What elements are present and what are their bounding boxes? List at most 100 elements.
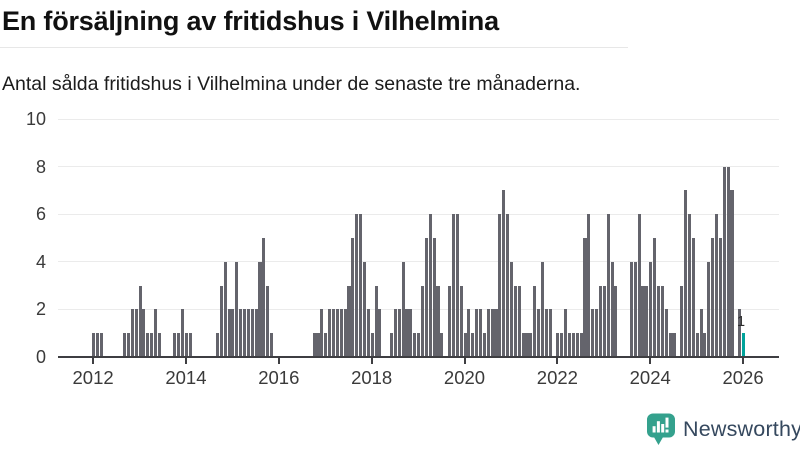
month-bar	[328, 309, 332, 357]
month-bar	[633, 261, 637, 357]
gridline-y-6	[58, 213, 779, 215]
month-bar	[556, 333, 560, 357]
month-bar	[428, 214, 432, 357]
month-bar	[660, 285, 664, 357]
month-bar	[591, 309, 595, 357]
month-bar	[645, 285, 649, 357]
month-bar	[316, 333, 320, 357]
x-axis-label-2016: 2016	[258, 367, 300, 388]
month-bar	[664, 309, 668, 357]
x-tick-2026	[742, 358, 745, 364]
month-bar	[695, 333, 699, 357]
month-bar	[239, 309, 243, 357]
month-bar	[266, 285, 270, 357]
month-bar	[92, 333, 96, 357]
month-bar	[629, 261, 633, 357]
month-bar	[355, 214, 359, 357]
month-bar	[463, 333, 467, 357]
month-bar	[215, 333, 219, 357]
month-bar	[506, 214, 510, 357]
month-bar	[173, 333, 177, 357]
month-bar	[606, 214, 610, 357]
newsworthy-logo[interactable]: Newsworthy	[646, 413, 800, 446]
gridline-y-8	[58, 166, 779, 168]
month-bar	[668, 333, 672, 357]
month-bar	[432, 238, 436, 357]
x-tick-2016	[277, 358, 280, 364]
month-bar	[684, 190, 688, 357]
month-bar	[250, 309, 254, 357]
month-bar	[598, 285, 602, 357]
month-bar	[490, 309, 494, 357]
month-bar	[726, 166, 730, 357]
mini-bar-2	[656, 421, 660, 433]
y-axis-label-6: 6	[35, 204, 46, 225]
month-bar	[134, 309, 138, 357]
month-bar	[390, 333, 394, 357]
month-bar	[362, 261, 366, 357]
month-bar	[560, 333, 564, 357]
month-bar	[378, 309, 382, 357]
month-bar	[471, 333, 475, 357]
month-bar	[339, 309, 343, 357]
month-bar	[571, 333, 575, 357]
month-bar	[711, 238, 715, 357]
month-bar	[440, 333, 444, 357]
x-axis-label-2014: 2014	[165, 367, 207, 388]
month-bar	[448, 285, 452, 357]
month-bar	[123, 333, 127, 357]
x-axis-label-2018: 2018	[351, 367, 393, 388]
month-bar	[529, 333, 533, 357]
chart-subtitle: Antal sålda fritidshus i Vilhelmina unde…	[2, 73, 581, 95]
mini-bar-1	[652, 426, 656, 433]
month-bar	[537, 309, 541, 357]
month-bar	[587, 214, 591, 357]
month-bar	[718, 238, 722, 357]
month-bar	[219, 285, 223, 357]
month-bar	[401, 261, 405, 357]
month-bar	[691, 238, 695, 357]
month-bar	[722, 166, 726, 357]
month-bar	[513, 285, 517, 357]
month-bar	[405, 309, 409, 357]
month-bar	[564, 309, 568, 357]
month-bar	[246, 309, 250, 357]
month-bar	[498, 214, 502, 357]
month-bar	[730, 190, 734, 357]
month-bar	[366, 309, 370, 357]
month-bar	[595, 309, 599, 357]
month-bar	[374, 285, 378, 357]
month-bar	[653, 238, 657, 357]
latest-value-label: 1	[737, 314, 746, 331]
x-tick-2014	[184, 358, 187, 364]
y-axis-label-4: 4	[35, 251, 46, 272]
x-axis-line	[58, 356, 779, 358]
month-bar	[138, 285, 142, 357]
month-bar	[413, 333, 417, 357]
x-axis-label-2020: 2020	[443, 367, 486, 388]
month-bar	[359, 214, 363, 357]
month-bar	[656, 285, 661, 357]
month-bar	[231, 309, 235, 357]
month-bar	[335, 309, 339, 357]
month-bar	[153, 309, 158, 357]
x-tick-2024	[649, 358, 652, 364]
month-bar	[475, 309, 479, 357]
gridline-y-4	[58, 261, 779, 263]
month-bar	[567, 333, 572, 357]
month-bar	[142, 309, 146, 357]
month-bar	[614, 285, 618, 357]
month-bar	[235, 261, 239, 357]
x-axis-label-2026: 2026	[722, 367, 764, 388]
month-bar	[517, 285, 521, 357]
month-bar	[602, 285, 606, 357]
mini-bar-3	[661, 424, 665, 433]
title-divider	[0, 47, 628, 48]
month-bar	[540, 261, 544, 357]
month-bar	[324, 333, 328, 357]
month-bar	[130, 309, 134, 357]
gridline-y-10	[58, 118, 779, 120]
month-bar	[575, 333, 579, 357]
month-bar	[254, 309, 258, 357]
